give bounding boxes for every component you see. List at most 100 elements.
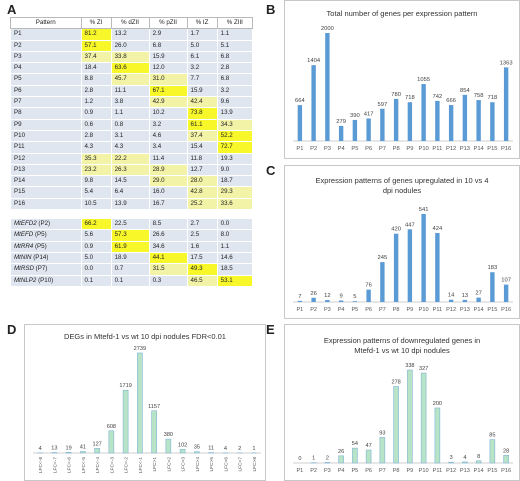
- table-cell: 73.8: [186, 107, 218, 120]
- bar: [122, 389, 129, 454]
- table-cell: 42.8: [186, 186, 218, 199]
- tick-label: P11: [432, 146, 442, 152]
- tick-label: LFC>8: [252, 457, 258, 472]
- tick-label: P15: [487, 146, 497, 152]
- bar: [179, 448, 186, 454]
- table-cell: 2.9: [148, 28, 188, 41]
- table-cell: 19.3: [216, 152, 254, 165]
- tick-label: P9: [406, 146, 413, 152]
- panel-letter-a: A: [7, 2, 17, 17]
- data-label: 41: [80, 445, 86, 451]
- tick-label: LFC>5: [209, 457, 215, 472]
- bar: [462, 94, 468, 141]
- table-cell: 6.8: [148, 39, 188, 52]
- table-cell: 52.2: [216, 129, 254, 143]
- tick-label: P13: [460, 146, 470, 152]
- tick-label: P6: [365, 146, 372, 152]
- table-cell: 2.8: [80, 84, 112, 98]
- bar: [435, 100, 440, 141]
- bar: [407, 102, 413, 141]
- bar: [435, 233, 440, 302]
- tick-label: P3: [324, 146, 331, 152]
- table-cell: 13.9: [110, 197, 150, 211]
- data-label: 11: [208, 446, 214, 452]
- bar: [420, 372, 427, 464]
- table-cell: 2.5: [186, 229, 218, 242]
- table-row: P1 81.2 13.2 2.9 1.7 1.1: [10, 28, 254, 41]
- table-cell: 12.7: [186, 163, 218, 177]
- tick-label: P6: [365, 307, 372, 313]
- tick-label: LFC>3: [181, 457, 187, 472]
- table-cell: 3.2: [186, 62, 218, 75]
- tick-label: P15: [487, 307, 497, 313]
- row-label: P15: [10, 186, 82, 199]
- data-label: 5: [353, 294, 356, 300]
- tick-label: LFC<-6: [67, 457, 73, 473]
- tick-label: LFC<-7: [52, 457, 58, 473]
- bar: [151, 410, 157, 454]
- table-cell: 23.2: [80, 163, 112, 177]
- tick-label: P11: [433, 468, 443, 474]
- tick-label: P11: [433, 307, 443, 313]
- data-label: 26: [310, 291, 316, 297]
- tick-label: P6: [365, 468, 372, 474]
- table-cell: 22.5: [110, 218, 150, 231]
- tick-label: P2: [310, 468, 317, 474]
- table-cell: 6.8: [216, 50, 254, 64]
- chart-c-title: Expression patterns of genes upregulated…: [315, 176, 489, 195]
- row-label: MtNLP2 (P10): [10, 274, 82, 287]
- data-label: 4: [463, 455, 466, 461]
- tick-label: P2: [310, 307, 317, 313]
- tick-label: P13: [460, 307, 470, 313]
- data-label: 447: [405, 222, 415, 228]
- tick-label: P4: [338, 468, 345, 474]
- table-row: P8 0.9 1.1 10.2 73.8 13.9: [10, 107, 254, 120]
- table-row: P11 4.3 4.3 3.4 15.4 72.7: [10, 141, 254, 154]
- data-label: 183: [488, 265, 498, 271]
- chart-e-svg: 0P11P22P326P454P547P693P7278P8338P9327P1…: [293, 363, 513, 474]
- bar: [434, 407, 441, 464]
- bar: [338, 455, 344, 464]
- data-label: 3: [450, 455, 453, 461]
- data-label: 424: [433, 226, 443, 232]
- table-cell: 13.2: [110, 28, 150, 41]
- data-label: 107: [501, 278, 511, 284]
- bar: [393, 386, 399, 464]
- table-cell: 26.3: [110, 163, 150, 177]
- tick-label: P5: [351, 307, 358, 313]
- tick-label: LFC<-5: [81, 457, 87, 473]
- bar: [194, 451, 200, 454]
- table-cell: 15.9: [148, 50, 188, 64]
- table-cell: 34.3: [216, 118, 254, 131]
- data-label: 35: [194, 445, 200, 451]
- tick-label: P4: [338, 307, 345, 313]
- row-label: P16: [10, 197, 82, 211]
- tick-label: P16: [501, 307, 511, 313]
- table-cell: 4.3: [80, 141, 112, 154]
- table-cell: 26.6: [148, 229, 188, 242]
- data-label: 338: [405, 363, 414, 369]
- chart-c-box: Expression patterns of genes upregulated…: [284, 165, 520, 319]
- table-row: MtEFD (P5) 5.6 57.3 26.6 2.5 8.0: [10, 229, 254, 242]
- bar: [311, 65, 316, 141]
- bar: [365, 449, 372, 464]
- table-cell: 37.4: [80, 50, 112, 64]
- tick-label: P9: [406, 468, 413, 474]
- bar: [476, 100, 481, 141]
- data-label: 12: [324, 293, 330, 299]
- data-label: 7: [298, 294, 301, 300]
- table-header-cell: % pZII: [148, 16, 188, 30]
- table-cell: 9.6: [216, 96, 254, 109]
- bar: [503, 284, 509, 302]
- tick-label: LFC<-2: [124, 457, 130, 473]
- table-cell: 44.1: [148, 251, 188, 265]
- tick-label: P4: [338, 146, 346, 152]
- table-row: P9 0.6 0.8 3.2 61.1 34.3: [10, 118, 254, 131]
- tick-label: P5: [351, 146, 358, 152]
- bar: [393, 233, 399, 302]
- table-cell: 3.2: [216, 84, 254, 98]
- data-label: 26: [338, 449, 344, 455]
- bar: [325, 300, 330, 302]
- table-cell: 72.7: [216, 141, 254, 154]
- table-cell: 0.9: [80, 240, 112, 253]
